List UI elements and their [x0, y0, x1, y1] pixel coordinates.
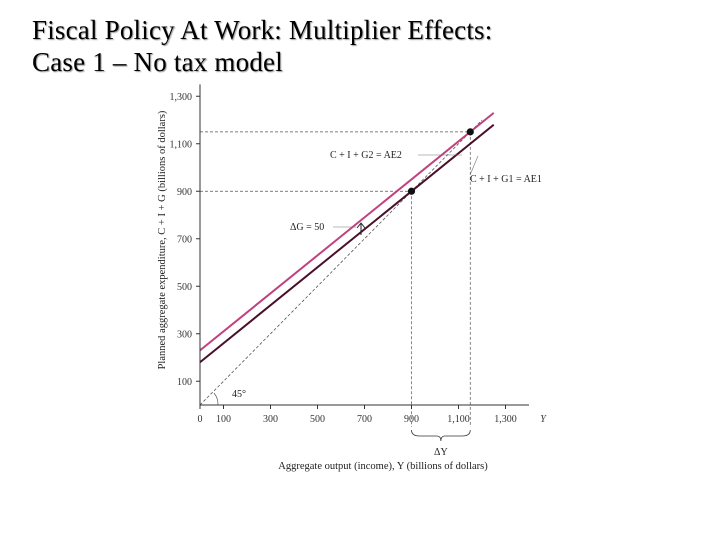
x-tick-label: 700: [357, 414, 372, 425]
y-tick-label: 300: [177, 329, 192, 340]
x-axis-title: Aggregate output (income), Y (billions o…: [278, 461, 488, 472]
x-tick-label: 1,300: [494, 414, 517, 425]
label-ae2: C + I + G2 = AE2: [330, 150, 402, 161]
guide-lines: [200, 131, 471, 427]
angle-arc: [213, 392, 219, 406]
y-tick-label: 100: [177, 377, 192, 388]
title-line-1: Fiscal Policy At Work: Multiplier Effect…: [32, 15, 493, 45]
equilibrium-point-1: [407, 187, 416, 195]
leader-ae1: [469, 155, 479, 176]
line-ae1: [199, 123, 495, 364]
x-tick-label: 900: [404, 414, 419, 425]
slide-title: Fiscal Policy At Work: Multiplier Effect…: [32, 14, 492, 78]
x-tick-label: 300: [263, 414, 278, 425]
line-45-degree: [199, 119, 483, 406]
y-tick-label: 1,300: [170, 92, 193, 103]
delta-y-brace: [411, 429, 471, 442]
x-tick-label: 0: [198, 414, 203, 425]
y-tick-label: 700: [177, 234, 192, 245]
expenditure-lines: [199, 112, 495, 406]
label-delta-g: ΔG = 50: [290, 222, 324, 233]
equilibrium-point-2: [466, 128, 474, 136]
annotations: C + I + G2 = AE2 C + I + G1 = AE1 ΔG = 50 4…: [213, 150, 542, 458]
y-tick-label: 1,100: [170, 139, 193, 150]
title-line-2: Case 1 – No tax model: [32, 47, 283, 77]
axes: [196, 84, 529, 409]
label-delta-y: ΔY: [434, 447, 448, 458]
y-tick-label: 500: [177, 282, 192, 293]
y-axis-title: Planned aggregate expenditure, C + I + G…: [157, 110, 168, 369]
label-ae1: C + I + G1 = AE1: [470, 174, 542, 185]
delta-g-arrowhead: [356, 222, 366, 229]
x-tick-label: 100: [216, 414, 231, 425]
line-ae2: [199, 112, 495, 352]
x-tick-label: 1,100: [447, 414, 470, 425]
x-axis-symbol: Y: [540, 414, 547, 425]
label-45-degree: 45°: [232, 389, 246, 400]
x-tick-label: 500: [310, 414, 325, 425]
equilibrium-points: [407, 128, 474, 195]
tick-labels: 100 300 500 700 900 1,100 1,300 0 100 300 500 700 90…: [157, 92, 547, 472]
y-tick-label: 900: [177, 187, 192, 198]
